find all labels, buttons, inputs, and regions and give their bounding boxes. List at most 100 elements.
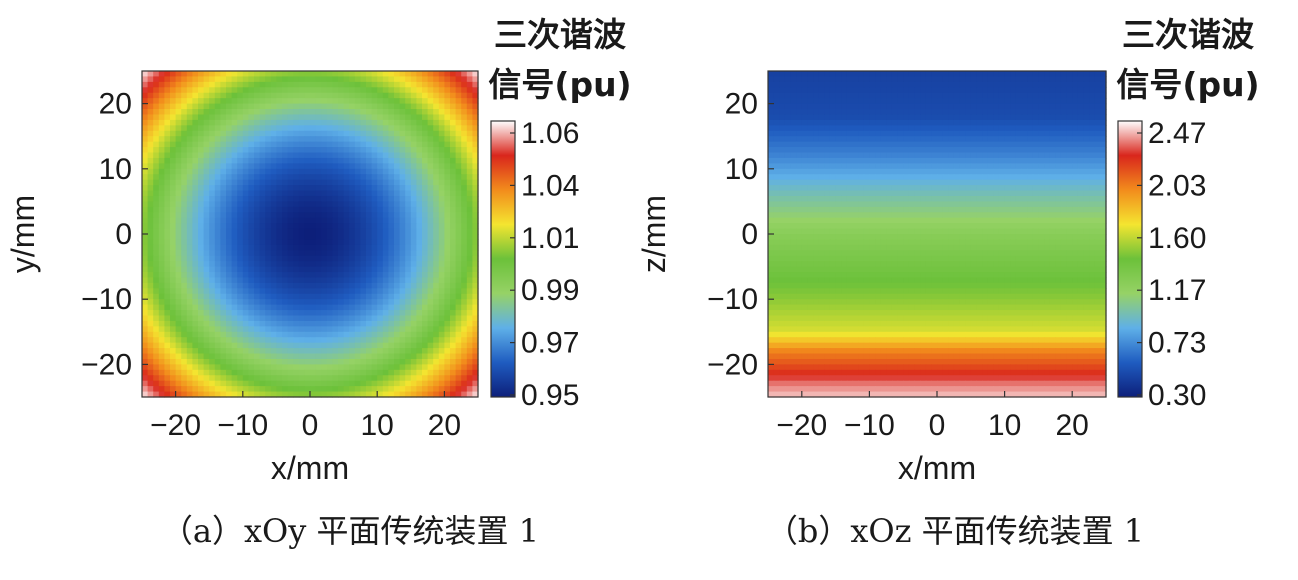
heatmap-cell <box>399 76 406 83</box>
heatmap-cell <box>170 71 177 78</box>
heatmap-cell <box>209 98 216 105</box>
heatmap-cell <box>472 234 479 241</box>
heatmap-cell <box>835 76 842 83</box>
heatmap-cell <box>287 130 294 137</box>
heatmap-cell <box>1032 98 1039 105</box>
heatmap-cell <box>310 250 317 257</box>
heatmap-cell <box>813 92 820 99</box>
heatmap-cell <box>147 310 154 317</box>
heatmap-cell <box>382 130 389 137</box>
heatmap-cell <box>410 130 417 137</box>
heatmap-cell <box>801 109 809 116</box>
heatmap-cell <box>450 244 457 251</box>
heatmap-cell <box>158 185 165 192</box>
heatmap-cell <box>338 288 345 295</box>
heatmap-cell <box>298 163 305 170</box>
heatmap-cell <box>382 326 389 333</box>
heatmap-cell <box>371 103 378 110</box>
heatmap-cell <box>343 119 350 126</box>
heatmap-cell <box>472 277 479 284</box>
heatmap-cell <box>326 168 333 175</box>
heatmap-cell <box>321 174 328 181</box>
heatmap-cell <box>1072 87 1079 94</box>
heatmap-cell <box>472 272 479 279</box>
heatmap-cell <box>784 174 792 181</box>
heatmap-cell <box>242 87 249 94</box>
heatmap-cell <box>1021 147 1028 154</box>
heatmap-cell <box>366 212 373 219</box>
heatmap-cell <box>354 326 361 333</box>
heatmap-cell <box>388 310 395 317</box>
heatmap-cell <box>181 272 188 279</box>
heatmap-cell <box>181 179 188 186</box>
heatmap-cell <box>158 255 165 262</box>
heatmap-cell <box>147 244 154 251</box>
heatmap-cell <box>315 250 322 257</box>
heatmap-cell <box>158 109 165 116</box>
heatmap-cell <box>1032 157 1039 164</box>
heatmap-cell <box>164 152 171 159</box>
heatmap-cell <box>942 185 949 192</box>
heatmap-cell <box>953 87 961 94</box>
heatmap-cell <box>455 239 462 246</box>
heatmap-cell <box>332 337 339 344</box>
heatmap-cell <box>332 255 339 262</box>
heatmap-cell <box>433 212 440 219</box>
heatmap-cell <box>466 282 473 289</box>
heatmap-cell <box>1032 109 1039 116</box>
x-tick-label: 20 <box>428 409 461 442</box>
heatmap-cell <box>773 125 780 132</box>
heatmap-cell <box>214 288 221 295</box>
heatmap-cell <box>1066 174 1073 181</box>
heatmap-cell <box>254 250 261 257</box>
heatmap-cell <box>438 277 445 284</box>
heatmap-cell <box>920 76 927 83</box>
heatmap-cell <box>948 103 955 110</box>
heatmap-cell <box>254 244 261 251</box>
heatmap-cell <box>354 380 361 387</box>
heatmap-cell <box>203 81 210 88</box>
heatmap-cell <box>237 195 244 202</box>
heatmap-cell <box>993 98 1000 105</box>
heatmap-cell <box>1060 147 1068 154</box>
heatmap-cell <box>858 130 865 137</box>
heatmap-cell <box>784 103 792 110</box>
heatmap-cell <box>427 337 434 344</box>
heatmap-cell <box>147 185 154 192</box>
heatmap-cell <box>164 239 171 246</box>
heatmap-cell <box>869 130 876 137</box>
heatmap-cell <box>298 212 305 219</box>
heatmap-cell <box>276 119 283 126</box>
heatmap-cell <box>343 282 350 289</box>
heatmap-cell <box>265 380 272 387</box>
heatmap-cell <box>203 119 210 126</box>
heatmap-cell <box>942 125 949 132</box>
heatmap-cell <box>198 212 205 219</box>
heatmap-cell <box>248 212 255 219</box>
heatmap-cell <box>965 157 972 164</box>
heatmap-cell <box>1066 87 1073 94</box>
heatmap-cell <box>858 92 865 99</box>
heatmap-cell <box>248 109 255 116</box>
heatmap-cell <box>310 261 317 268</box>
heatmap-cell <box>1072 168 1079 175</box>
heatmap-cell <box>948 81 955 88</box>
heatmap-cell <box>321 304 328 311</box>
heatmap-cell <box>265 212 272 219</box>
heatmap-cell <box>338 320 345 327</box>
heatmap-cell <box>450 348 457 355</box>
heatmap-cell <box>472 266 479 273</box>
heatmap-cell <box>410 185 417 192</box>
heatmap-cell <box>1027 174 1034 181</box>
heatmap-cell <box>903 136 910 143</box>
heatmap-cell <box>186 179 193 186</box>
heatmap-cell <box>807 141 814 148</box>
heatmap-cell <box>259 212 266 219</box>
heatmap-cell <box>371 168 378 175</box>
heatmap-cell <box>1021 179 1028 186</box>
heatmap-cell <box>259 239 266 246</box>
heatmap-cell <box>186 337 193 344</box>
heatmap-cell <box>1038 87 1045 94</box>
heatmap-cell <box>293 364 300 371</box>
heatmap-cell <box>422 369 429 376</box>
